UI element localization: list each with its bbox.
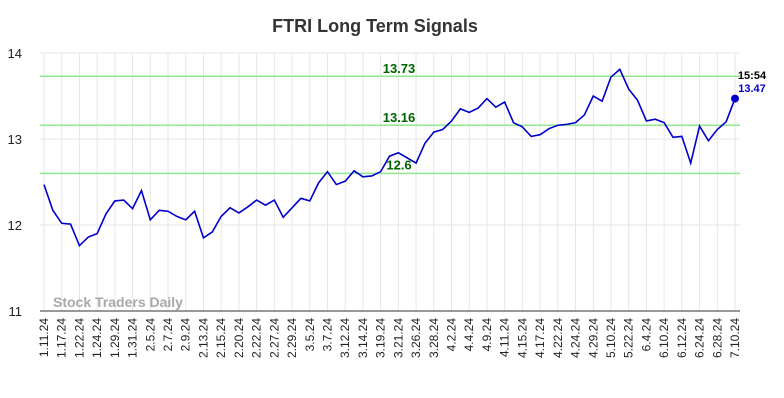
x-tick-label: 4.9.24 [480, 318, 494, 352]
signal-label: 13.73 [383, 61, 416, 76]
x-tick-label: 4.22.24 [551, 318, 565, 358]
x-tick-label: 4.29.24 [586, 318, 600, 358]
last-point [731, 94, 739, 103]
x-tick-label: 2.27.24 [267, 318, 281, 358]
x-tick-label: 1.11.24 [37, 318, 51, 357]
x-tick-label: 3.19.24 [374, 318, 388, 358]
signal-label: 13.16 [383, 110, 416, 125]
x-tick-label: 1.31.24 [126, 318, 140, 358]
x-tick-label: 6.12.24 [675, 318, 689, 358]
x-tick-label: 7.10.24 [728, 318, 742, 358]
x-tick-label: 2.9.24 [179, 318, 193, 352]
x-tick-label: 2.15.24 [214, 318, 228, 358]
x-tick-label: 4.24.24 [569, 318, 583, 358]
x-tick-label: 4.15.24 [515, 318, 529, 358]
x-tick-label: 1.29.24 [108, 318, 122, 358]
x-tick-label: 4.17.24 [533, 318, 547, 358]
x-tick-label: 3.7.24 [320, 318, 334, 352]
x-tick-label: 1.22.24 [72, 318, 86, 358]
x-tick-label: 6.24.24 [693, 318, 707, 358]
y-tick-label: 11 [9, 304, 23, 319]
x-tick-label: 2.7.24 [161, 318, 175, 352]
x-tick-label: 1.24.24 [90, 318, 104, 358]
x-tick-label: 3.12.24 [338, 318, 352, 358]
x-tick-label: 5.10.24 [604, 318, 618, 358]
x-tick-label: 3.26.24 [409, 318, 423, 358]
x-tick-label: 6.4.24 [639, 318, 653, 352]
x-tick-label: 6.28.24 [710, 318, 724, 358]
x-tick-label: 6.10.24 [657, 318, 671, 358]
signal-label: 12.6 [386, 157, 411, 172]
x-tick-label: 3.28.24 [427, 318, 441, 358]
chart-title: FTRI Long Term Signals [272, 16, 478, 36]
x-tick-label: 4.4.24 [462, 318, 476, 352]
x-tick-label: 2.22.24 [250, 318, 264, 358]
x-tick-label: 2.5.24 [143, 318, 157, 352]
watermark: Stock Traders Daily [53, 294, 183, 310]
x-tick-label: 4.11.24 [498, 318, 512, 357]
x-tick-label: 2.29.24 [285, 318, 299, 358]
series-line [43, 68, 736, 248]
x-tick-label: 5.22.24 [622, 318, 636, 358]
y-tick-label: 14 [8, 46, 22, 61]
x-tick-label: 3.5.24 [303, 318, 317, 352]
last-time: 15:54 [738, 70, 767, 82]
x-tick-label: 4.2.24 [445, 318, 459, 352]
x-tick-label: 1.17.24 [55, 318, 69, 358]
x-tick-label: 3.14.24 [356, 318, 370, 358]
x-tick-label: 2.13.24 [196, 318, 210, 358]
x-tick-label: 3.21.24 [391, 318, 405, 358]
last-value: 13.47 [738, 83, 766, 95]
y-tick-label: 12 [8, 218, 22, 233]
y-tick-label: 13 [8, 132, 22, 147]
x-tick-label: 2.20.24 [232, 318, 246, 358]
